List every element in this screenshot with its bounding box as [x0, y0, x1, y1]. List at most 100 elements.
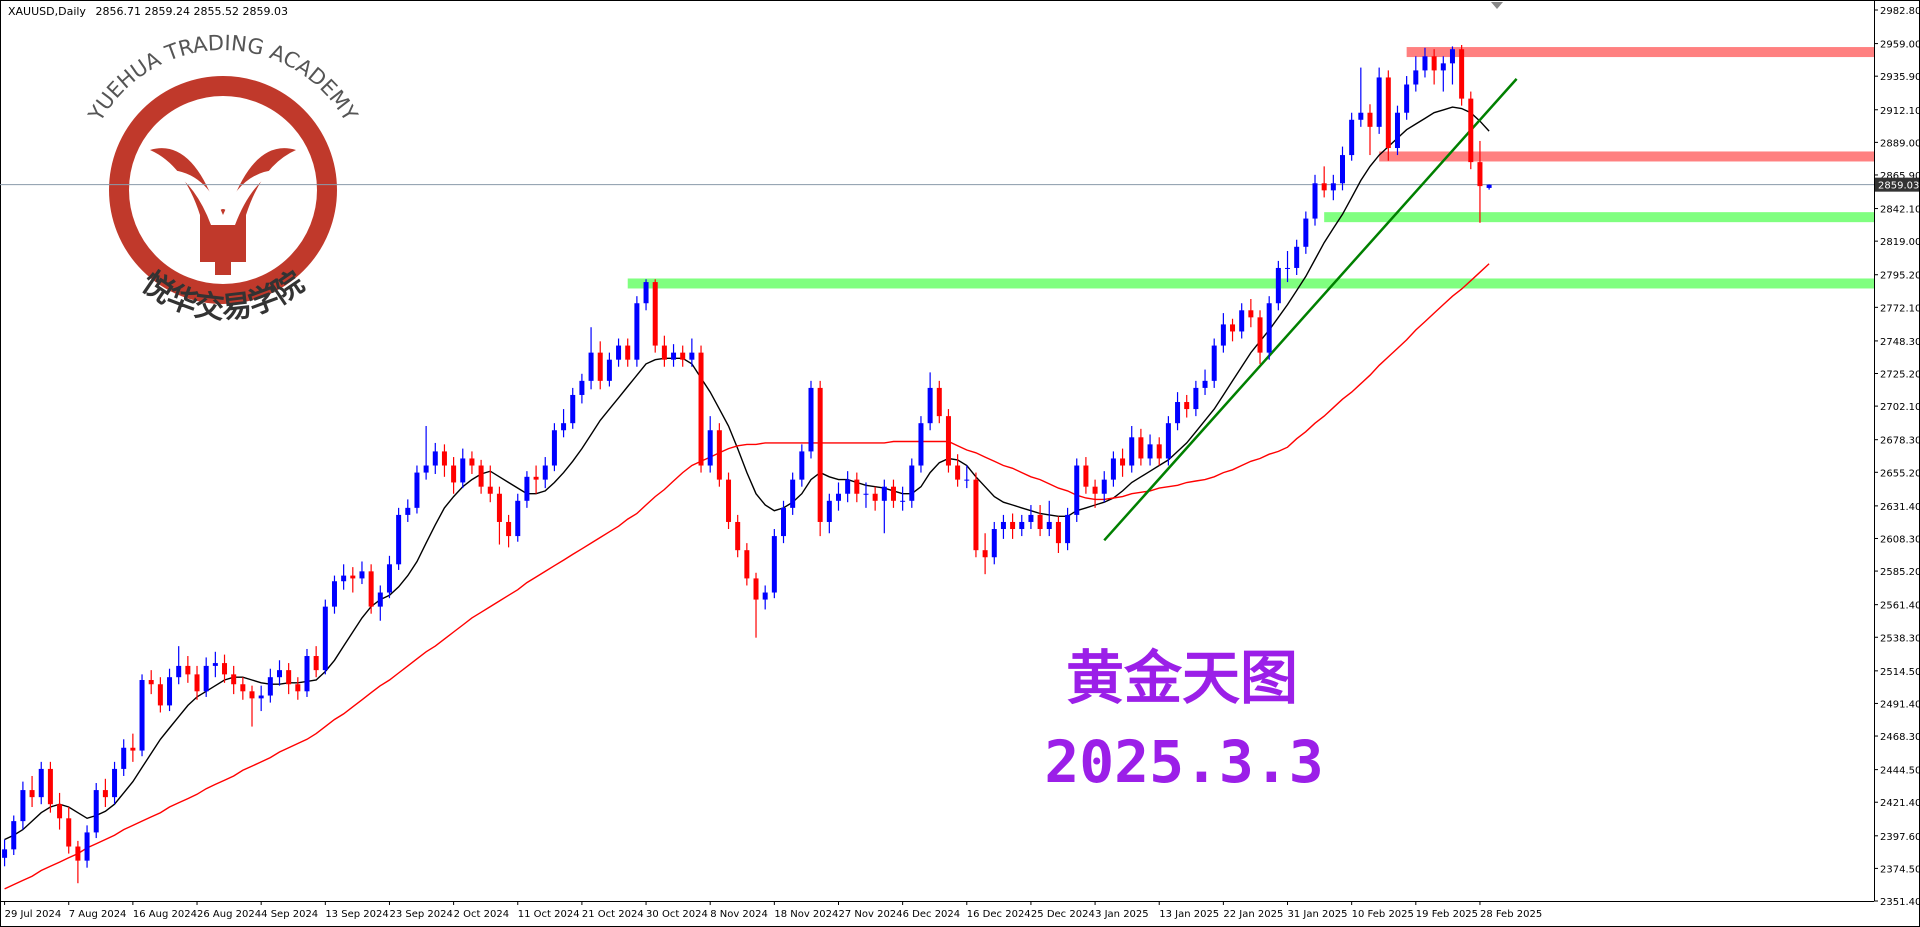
candle-body: [414, 472, 420, 508]
candle-body: [1156, 444, 1162, 459]
candle-body: [698, 352, 704, 466]
candle-body: [1358, 112, 1364, 120]
candle-body: [1083, 465, 1089, 487]
candle-body: [799, 451, 805, 480]
y-tick-label: 2374.50: [1880, 864, 1920, 875]
moving-average: [4, 106, 1490, 841]
candle-body: [726, 479, 732, 522]
x-tick-label: 3 Jan 2025: [1095, 909, 1149, 920]
candle-body: [295, 684, 301, 692]
candle-body: [1165, 423, 1171, 459]
shift-marker: [1491, 2, 1503, 9]
x-tick-label: 7 Aug 2024: [69, 909, 127, 920]
x-tick-label: 16 Aug 2024: [133, 909, 197, 920]
candle-body: [75, 846, 81, 861]
candle-body: [331, 581, 337, 607]
candle-body: [451, 465, 457, 483]
candle-body: [606, 359, 612, 381]
y-tick-label: 2351.40: [1880, 897, 1920, 908]
zone: [1379, 151, 1874, 162]
candle-body: [194, 674, 200, 692]
candle-body: [661, 345, 667, 360]
annotation: 黄金天图: [1066, 644, 1298, 712]
candle-body: [790, 479, 796, 508]
zone: [1406, 47, 1874, 58]
x-tick-label: 25 Dec 2024: [1031, 909, 1095, 920]
y-tick-label: 2935.90: [1880, 72, 1920, 83]
candle-body: [707, 430, 713, 466]
candle-body: [322, 606, 328, 671]
candle-body: [1147, 444, 1153, 459]
candle-body: [634, 303, 640, 360]
candle-body: [1202, 380, 1208, 388]
y-tick-label: 2702.10: [1880, 402, 1920, 413]
candle-body: [1486, 184, 1492, 188]
candle-body: [991, 529, 997, 558]
y-tick-label: 2655.20: [1880, 468, 1920, 479]
candle-body: [93, 790, 99, 833]
close: 2859.03: [242, 5, 288, 18]
y-tick-label: 2608.30: [1880, 534, 1920, 545]
candle-body: [1092, 486, 1098, 494]
candle-body: [845, 479, 851, 494]
moving-average: [4, 263, 1490, 890]
candle-body: [121, 747, 127, 769]
candle-body: [66, 818, 72, 847]
logo-ring: [109, 76, 337, 304]
y-tick-label: 2678.30: [1880, 436, 1920, 447]
y-tick-label: 2865.90: [1880, 171, 1920, 182]
candle-body: [1312, 183, 1318, 219]
x-tick-label: 27 Nov 2024: [838, 909, 902, 920]
zone: [1324, 212, 1874, 223]
candle-body: [753, 578, 759, 600]
candle-body: [597, 352, 603, 381]
logo-emblem-inner: [170, 170, 276, 225]
candle-body: [680, 352, 686, 360]
candle-body: [918, 423, 924, 466]
candle-body: [487, 486, 493, 494]
candle-body: [1257, 317, 1263, 353]
candle-body: [781, 507, 787, 537]
candle-body: [890, 486, 896, 501]
y-tick-label: 2889.00: [1880, 138, 1920, 149]
candle-body: [762, 592, 768, 600]
candle-body: [652, 282, 658, 346]
candle-body: [744, 550, 750, 579]
candle-body: [808, 387, 814, 452]
candle-body: [1330, 183, 1336, 191]
candle-body: [524, 476, 530, 501]
candle-body: [835, 493, 841, 501]
candle-body: [1339, 155, 1345, 184]
candle-body: [900, 500, 906, 502]
candle-body: [542, 465, 548, 480]
candle-body: [1010, 521, 1016, 530]
y-tick-label: 2561.40: [1880, 601, 1920, 612]
candle-body: [139, 680, 145, 751]
y-tick-label: 2514.50: [1880, 667, 1920, 678]
candle-body: [341, 575, 347, 582]
trendline: [1103, 78, 1518, 542]
candle-body: [240, 684, 246, 692]
low: 2855.52: [193, 5, 239, 18]
candle-body: [1459, 49, 1465, 99]
candle-body: [1000, 521, 1006, 530]
candle-body: [1394, 112, 1400, 149]
candle-body: [441, 451, 447, 466]
candle-body: [1294, 246, 1300, 268]
y-tick-label: 2444.50: [1880, 766, 1920, 777]
x-tick-label: 21 Oct 2024: [582, 909, 644, 920]
candle-body: [176, 665, 182, 678]
candle-body: [102, 790, 108, 798]
candle-body: [350, 575, 356, 579]
price-label-box: [1875, 177, 1919, 192]
candle-body: [276, 670, 282, 678]
candle-body: [286, 670, 292, 685]
candle-body: [1422, 56, 1428, 71]
candle-body: [881, 486, 887, 501]
candle-body: [1230, 324, 1236, 332]
candle-body: [478, 465, 484, 487]
candle-body: [973, 479, 979, 551]
candle-body: [1440, 63, 1446, 71]
x-tick-label: 10 Feb 2025: [1352, 909, 1414, 920]
candle-body: [771, 536, 777, 593]
